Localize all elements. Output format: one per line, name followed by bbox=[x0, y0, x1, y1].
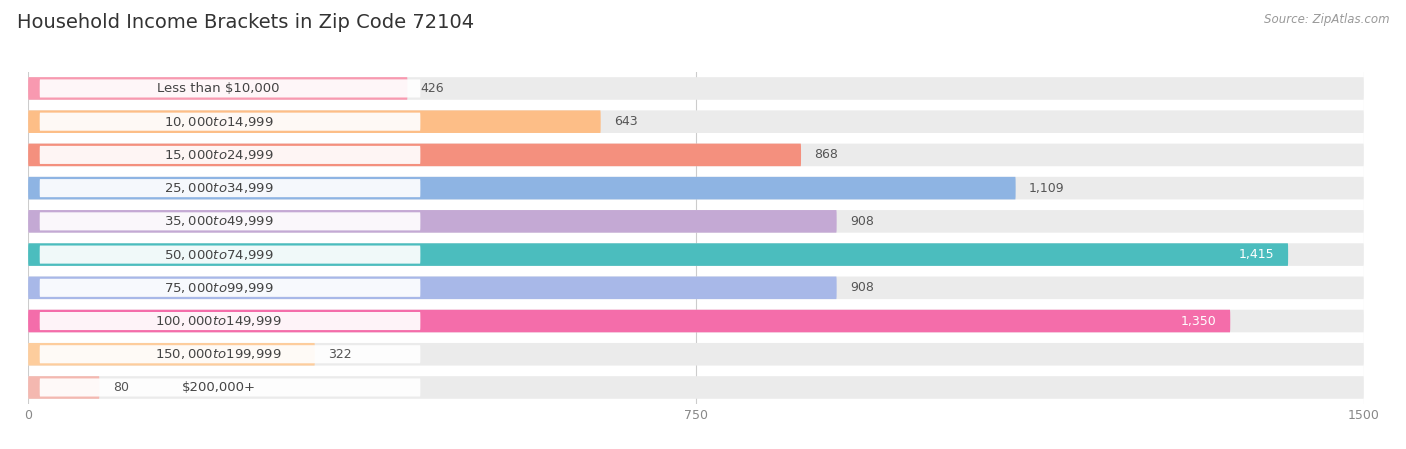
Text: $50,000 to $74,999: $50,000 to $74,999 bbox=[163, 247, 273, 262]
FancyBboxPatch shape bbox=[39, 312, 420, 330]
Text: 322: 322 bbox=[328, 348, 352, 361]
Text: $75,000 to $99,999: $75,000 to $99,999 bbox=[163, 281, 273, 295]
FancyBboxPatch shape bbox=[39, 79, 420, 97]
Text: 80: 80 bbox=[112, 381, 129, 394]
FancyBboxPatch shape bbox=[28, 110, 600, 133]
Text: $150,000 to $199,999: $150,000 to $199,999 bbox=[155, 347, 281, 361]
FancyBboxPatch shape bbox=[39, 179, 420, 197]
FancyBboxPatch shape bbox=[28, 343, 1364, 365]
FancyBboxPatch shape bbox=[28, 77, 1364, 100]
Text: Source: ZipAtlas.com: Source: ZipAtlas.com bbox=[1264, 13, 1389, 26]
FancyBboxPatch shape bbox=[28, 210, 837, 233]
FancyBboxPatch shape bbox=[39, 146, 420, 164]
FancyBboxPatch shape bbox=[28, 343, 315, 365]
Text: 908: 908 bbox=[851, 215, 875, 228]
FancyBboxPatch shape bbox=[39, 246, 420, 264]
FancyBboxPatch shape bbox=[28, 177, 1015, 199]
Text: 643: 643 bbox=[614, 115, 638, 128]
FancyBboxPatch shape bbox=[28, 144, 801, 166]
FancyBboxPatch shape bbox=[28, 210, 1364, 233]
FancyBboxPatch shape bbox=[39, 113, 420, 131]
Text: 1,415: 1,415 bbox=[1239, 248, 1275, 261]
Text: 908: 908 bbox=[851, 282, 875, 294]
FancyBboxPatch shape bbox=[28, 77, 408, 100]
Text: $200,000+: $200,000+ bbox=[181, 381, 256, 394]
Text: 426: 426 bbox=[420, 82, 444, 95]
FancyBboxPatch shape bbox=[28, 310, 1230, 332]
Text: $15,000 to $24,999: $15,000 to $24,999 bbox=[163, 148, 273, 162]
Text: $100,000 to $149,999: $100,000 to $149,999 bbox=[155, 314, 281, 328]
Text: Less than $10,000: Less than $10,000 bbox=[157, 82, 280, 95]
Text: $35,000 to $49,999: $35,000 to $49,999 bbox=[163, 214, 273, 229]
FancyBboxPatch shape bbox=[28, 110, 1364, 133]
FancyBboxPatch shape bbox=[28, 310, 1364, 332]
FancyBboxPatch shape bbox=[39, 379, 420, 396]
FancyBboxPatch shape bbox=[28, 144, 1364, 166]
FancyBboxPatch shape bbox=[28, 376, 100, 399]
Text: 1,109: 1,109 bbox=[1029, 182, 1064, 194]
FancyBboxPatch shape bbox=[39, 345, 420, 363]
FancyBboxPatch shape bbox=[28, 277, 1364, 299]
FancyBboxPatch shape bbox=[28, 376, 1364, 399]
Text: $25,000 to $34,999: $25,000 to $34,999 bbox=[163, 181, 273, 195]
Text: $10,000 to $14,999: $10,000 to $14,999 bbox=[163, 114, 273, 129]
FancyBboxPatch shape bbox=[28, 243, 1288, 266]
FancyBboxPatch shape bbox=[39, 212, 420, 230]
Text: 868: 868 bbox=[814, 149, 838, 161]
FancyBboxPatch shape bbox=[39, 279, 420, 297]
FancyBboxPatch shape bbox=[28, 277, 837, 299]
FancyBboxPatch shape bbox=[28, 177, 1364, 199]
Text: 1,350: 1,350 bbox=[1181, 315, 1216, 327]
Text: Household Income Brackets in Zip Code 72104: Household Income Brackets in Zip Code 72… bbox=[17, 13, 474, 32]
FancyBboxPatch shape bbox=[28, 243, 1364, 266]
